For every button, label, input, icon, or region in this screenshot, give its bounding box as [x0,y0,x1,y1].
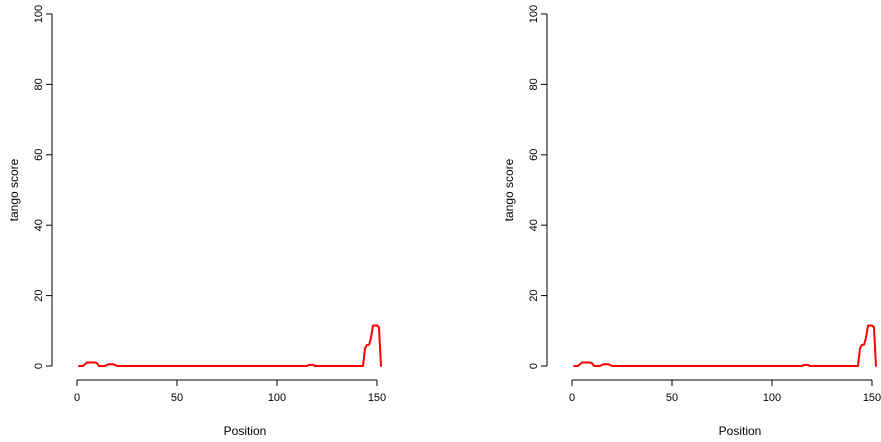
y-tick-label: 20 [528,289,540,301]
y-tick-label: 40 [33,219,45,231]
y-tick-label: 80 [33,78,45,90]
y-tick-label: 0 [528,363,540,369]
tango-score-line [78,324,382,367]
x-tick-label: 0 [569,392,575,404]
tango-score-line [573,324,877,367]
x-tick-label: 100 [268,392,286,404]
x-tick-label: 150 [368,392,386,404]
y-tick-label: 40 [528,219,540,231]
y-tick-label: 60 [528,149,540,161]
y-tick-label: 100 [33,5,45,23]
x-tick-label: 0 [74,392,80,404]
y-axis-label: tango score [7,158,21,221]
chart-panel-left: 0 50 100 150 0 20 40 60 80 100 Position tango score [7,5,386,438]
chart-panel-right: 0 50 100 150 0 20 40 60 80 100 Position tango score [502,5,881,438]
y-tick-label: 60 [33,149,45,161]
y-axis-label: tango score [502,158,516,221]
x-tick-label: 50 [666,392,678,404]
x-tick-label: 50 [171,392,183,404]
y-tick-label: 20 [33,289,45,301]
x-tick-label: 150 [863,392,881,404]
x-tick-label: 100 [763,392,781,404]
y-tick-label: 0 [33,363,45,369]
y-tick-label: 80 [528,78,540,90]
x-axis-label: Position [719,424,762,438]
y-tick-label: 100 [528,5,540,23]
x-axis-label: Position [224,424,267,438]
